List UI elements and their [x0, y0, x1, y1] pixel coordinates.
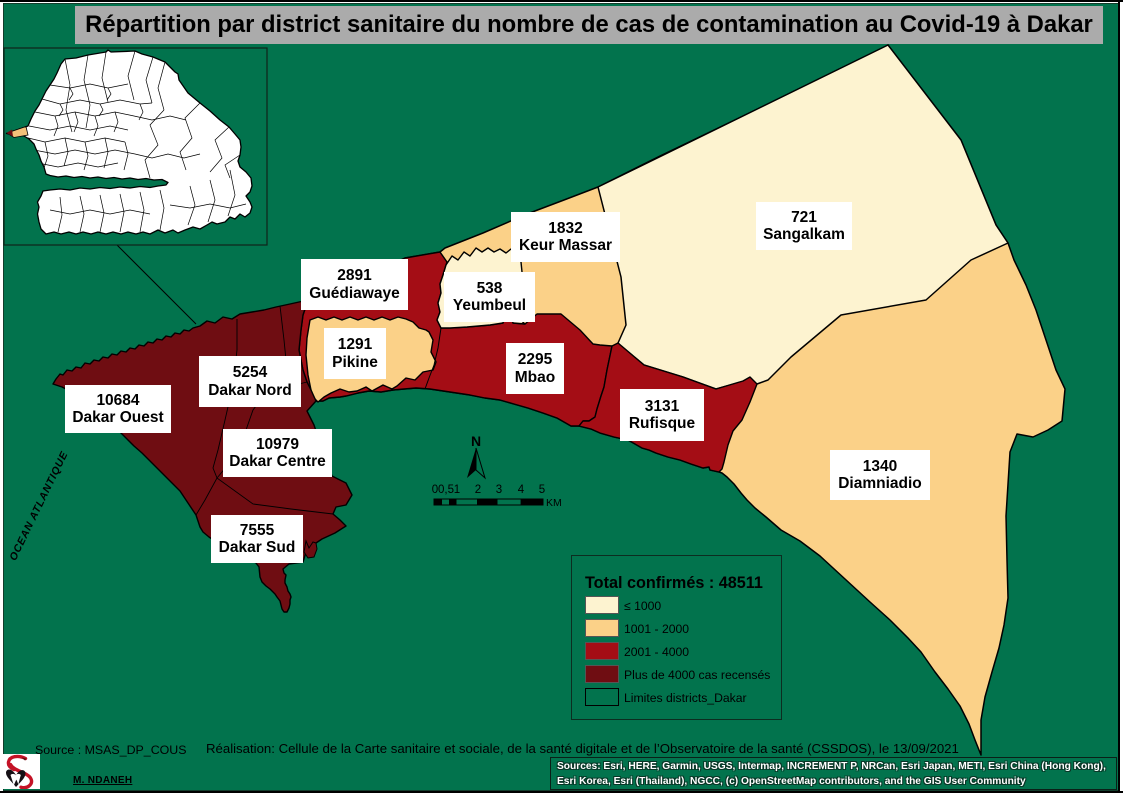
- svg-text:5: 5: [539, 484, 545, 496]
- svg-text:4: 4: [518, 484, 525, 496]
- svg-text:3: 3: [496, 484, 502, 496]
- svg-text:2: 2: [475, 484, 481, 496]
- svg-text:0,5: 0,5: [438, 484, 454, 496]
- svg-text:1: 1: [454, 484, 460, 496]
- svg-text:N: N: [471, 433, 481, 449]
- svg-text:0: 0: [432, 484, 438, 496]
- svg-text:KM: KM: [546, 497, 562, 509]
